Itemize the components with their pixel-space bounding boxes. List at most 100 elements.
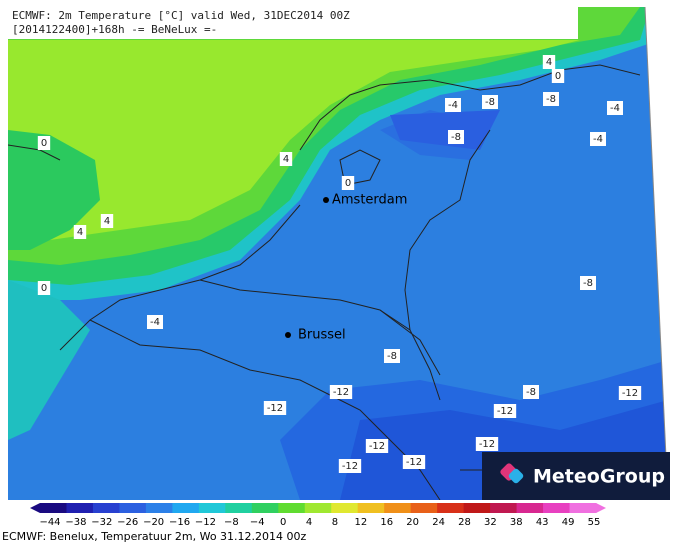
contour-value: -8 bbox=[485, 97, 495, 108]
colorbar-segment bbox=[463, 503, 491, 513]
contour-value: -8 bbox=[546, 94, 556, 105]
contour-value: 4 bbox=[104, 216, 110, 227]
colorbar-label: 4 bbox=[306, 517, 312, 528]
contour-value: 4 bbox=[283, 154, 289, 165]
colorbar-label: −20 bbox=[143, 517, 164, 528]
colorbar-label: −44 bbox=[39, 517, 60, 528]
contour-label: -4 bbox=[147, 315, 163, 329]
contour-label: -8 bbox=[543, 92, 559, 106]
colorbar-segment bbox=[145, 503, 173, 513]
contour-label-box bbox=[263, 401, 287, 415]
contour-value: 4 bbox=[546, 57, 552, 68]
city-dot bbox=[285, 332, 291, 338]
contour-value: -12 bbox=[369, 441, 385, 452]
contour-value: -12 bbox=[622, 388, 638, 399]
contour-label: -8 bbox=[448, 130, 464, 144]
contour-label-box bbox=[37, 136, 51, 150]
contour-label-box bbox=[448, 130, 464, 144]
colorbar-segment bbox=[543, 503, 571, 513]
contour-label-box bbox=[543, 92, 559, 106]
contour-label: -12 bbox=[618, 386, 642, 400]
header-line: [2014122400]+168h -= BeNeLux =- bbox=[12, 23, 217, 36]
colorbar-segment bbox=[251, 503, 279, 513]
contour-value: -8 bbox=[387, 351, 397, 362]
contour-label-box bbox=[338, 459, 362, 473]
contour-label: -8 bbox=[482, 95, 498, 109]
colorbar-segment bbox=[357, 503, 385, 513]
contour-label-box bbox=[37, 281, 51, 295]
contour-value: 0 bbox=[41, 283, 47, 294]
contour-label-box bbox=[341, 176, 355, 190]
contour-label-box bbox=[542, 55, 556, 69]
colorbar-label: −38 bbox=[65, 517, 86, 528]
footer: ECMWF: Benelux, Temperatuur 2m, Wo 31.12… bbox=[2, 530, 307, 543]
colorbar-segment bbox=[437, 503, 465, 513]
contour-value: -12 bbox=[497, 406, 513, 417]
contour-label-box bbox=[100, 214, 114, 228]
contour-label: 4 bbox=[279, 152, 293, 166]
contour-value: 0 bbox=[555, 71, 561, 82]
colorbar-label: 43 bbox=[536, 517, 549, 528]
contour-label: -12 bbox=[338, 459, 362, 473]
map-edge bbox=[644, 6, 669, 501]
header-box bbox=[8, 7, 578, 39]
contour-label-box bbox=[147, 315, 163, 329]
contour-label: 0 bbox=[341, 176, 355, 190]
colorbar-label: 49 bbox=[562, 517, 575, 528]
colorbar-segment bbox=[66, 503, 94, 513]
city-label: Brussel bbox=[298, 328, 346, 343]
contour-value: -8 bbox=[451, 132, 461, 143]
contour-label: -8 bbox=[523, 385, 539, 399]
colorbar-segment bbox=[92, 503, 120, 513]
contour-label-box bbox=[523, 385, 539, 399]
colorbar-segment bbox=[198, 503, 226, 513]
colorbar-label: 8 bbox=[332, 517, 338, 528]
contour-value: -4 bbox=[593, 134, 603, 145]
colorbar-segment bbox=[40, 503, 67, 513]
contour-value: -8 bbox=[583, 278, 593, 289]
logo-icon bbox=[500, 463, 524, 484]
contour-label: -4 bbox=[590, 132, 606, 146]
contour-label: -4 bbox=[607, 101, 623, 115]
colorbar-segment bbox=[384, 503, 412, 513]
colorbar-segment bbox=[569, 503, 597, 513]
colorbar-label: 38 bbox=[510, 517, 523, 528]
colorbar-label: 12 bbox=[354, 517, 367, 528]
colorbar-label: −12 bbox=[195, 517, 216, 528]
contour-label: -12 bbox=[493, 404, 517, 418]
contour-label-box bbox=[482, 95, 498, 109]
logo-text: MeteoGroup bbox=[533, 466, 665, 488]
colorbar-label: −4 bbox=[250, 517, 265, 528]
colorbar-label: −16 bbox=[169, 517, 190, 528]
colorbar-segment bbox=[331, 503, 359, 513]
colorbar-label: −8 bbox=[224, 517, 239, 528]
city-dot bbox=[323, 197, 329, 203]
contour-value: -4 bbox=[448, 100, 458, 111]
contour-label: 4 bbox=[73, 225, 87, 239]
colorbar: −44 −38 −32 −26 −20 −16 −12 −8 −4 0 4 8 12 16 20 24 28 32… bbox=[30, 503, 606, 528]
city-label: Amsterdam bbox=[332, 193, 407, 208]
contour-value: 4 bbox=[77, 227, 83, 238]
colorbar-segment bbox=[516, 503, 544, 513]
contour-label-box bbox=[551, 69, 565, 83]
contour-value: -12 bbox=[342, 461, 358, 472]
contour-label-box bbox=[475, 437, 499, 451]
colorbar-label: 32 bbox=[484, 517, 497, 528]
contour-label: 0 bbox=[37, 136, 51, 150]
colorbar-label: 20 bbox=[406, 517, 419, 528]
contour-value: 0 bbox=[345, 178, 351, 189]
contour-value: -12 bbox=[479, 439, 495, 450]
contour-value: -8 bbox=[526, 387, 536, 398]
contour-value: -12 bbox=[333, 387, 349, 398]
contour-label-box bbox=[493, 404, 517, 418]
contour-label-box bbox=[384, 349, 400, 363]
contour-value: -4 bbox=[150, 317, 160, 328]
colorbar-label: 16 bbox=[380, 517, 393, 528]
colorbar-segment bbox=[278, 503, 306, 513]
colorbar-segment bbox=[225, 503, 253, 513]
colorbar-label: 24 bbox=[432, 517, 445, 528]
contour-value: -12 bbox=[267, 403, 283, 414]
